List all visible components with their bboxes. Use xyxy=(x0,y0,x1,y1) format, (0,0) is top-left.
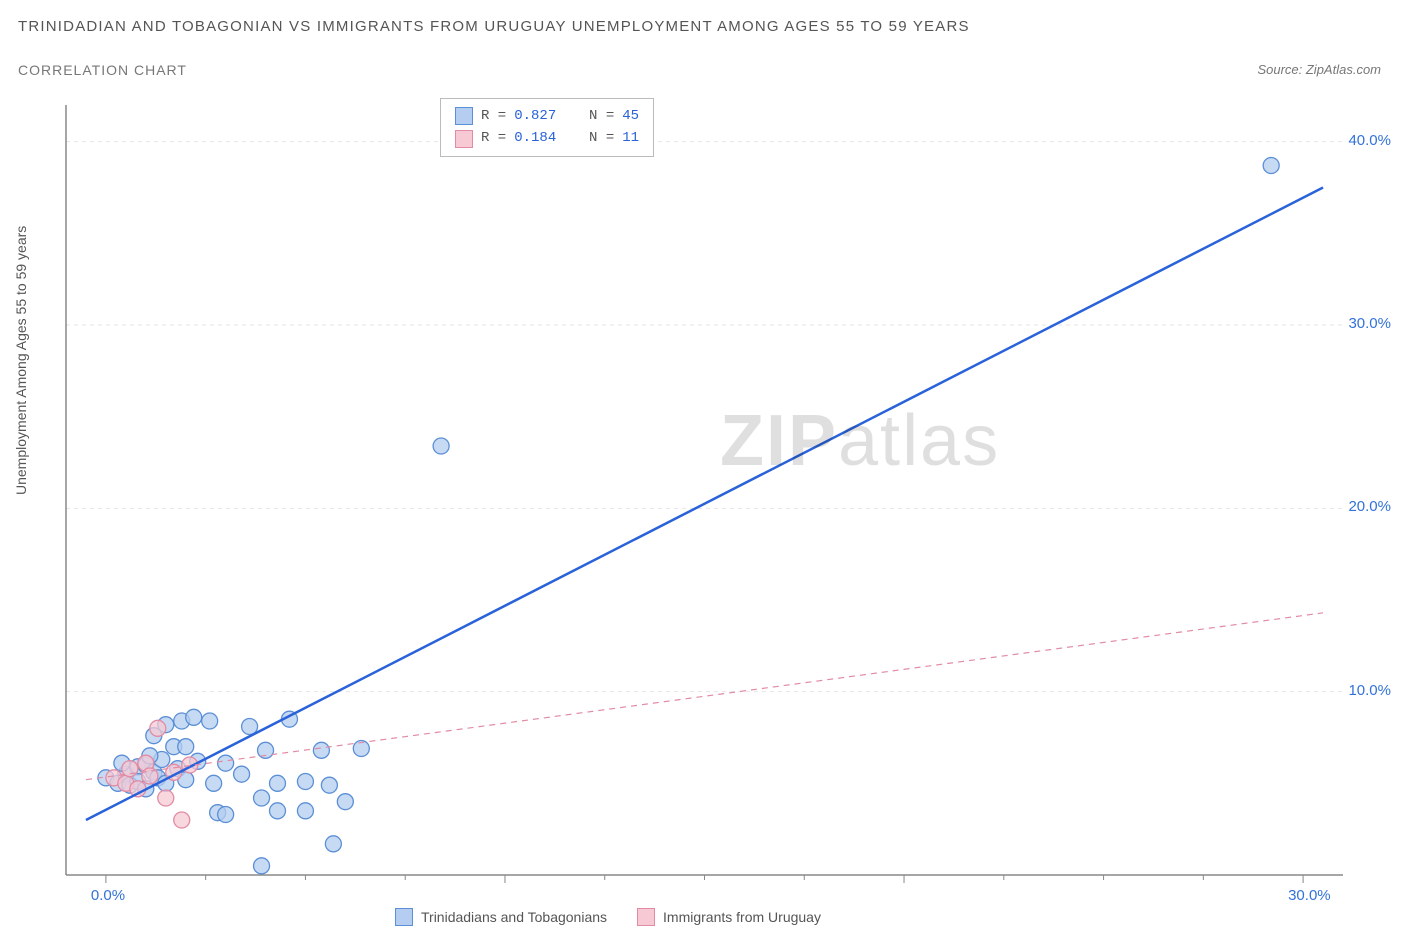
source-label: Source: ZipAtlas.com xyxy=(1257,62,1381,77)
swatch-series-1 xyxy=(455,107,473,125)
swatch-series-2 xyxy=(455,130,473,148)
chart-title: TRINIDADIAN AND TOBAGONIAN VS IMMIGRANTS… xyxy=(18,18,970,35)
scatter-plot xyxy=(18,95,1388,915)
chart-container: Unemployment Among Ages 55 to 59 years xyxy=(18,95,1388,915)
y-tick-label: 40.0% xyxy=(1348,132,1391,149)
x-tick-label: 0.0% xyxy=(91,887,125,904)
n-label: N = xyxy=(589,105,614,127)
x-tick-label: 30.0% xyxy=(1288,887,1331,904)
r-label: R = xyxy=(481,105,506,127)
legend-item-2: Immigrants from Uruguay xyxy=(637,908,821,926)
y-tick-label: 20.0% xyxy=(1348,498,1391,515)
y-tick-label: 30.0% xyxy=(1348,315,1391,332)
correlation-legend: R = 0.827 N = 45 R = 0.184 N = 11 xyxy=(440,98,654,157)
chart-subtitle: CORRELATION CHART xyxy=(18,62,187,78)
swatch-series-1b xyxy=(395,908,413,926)
correlation-row-1: R = 0.827 N = 45 xyxy=(455,105,639,127)
series-legend: Trinidadians and Tobagonians Immigrants … xyxy=(395,908,821,926)
n-value-2: 11 xyxy=(622,127,639,149)
r-value-1: 0.827 xyxy=(514,105,556,127)
r-value-2: 0.184 xyxy=(514,127,556,149)
y-axis-label: Unemployment Among Ages 55 to 59 years xyxy=(13,226,29,495)
legend-label-2: Immigrants from Uruguay xyxy=(663,909,821,925)
y-tick-label: 10.0% xyxy=(1348,682,1391,699)
correlation-row-2: R = 0.184 N = 11 xyxy=(455,127,639,149)
n-value-1: 45 xyxy=(622,105,639,127)
n-label: N = xyxy=(589,127,614,149)
legend-label-1: Trinidadians and Tobagonians xyxy=(421,909,607,925)
r-label: R = xyxy=(481,127,506,149)
swatch-series-2b xyxy=(637,908,655,926)
legend-item-1: Trinidadians and Tobagonians xyxy=(395,908,607,926)
